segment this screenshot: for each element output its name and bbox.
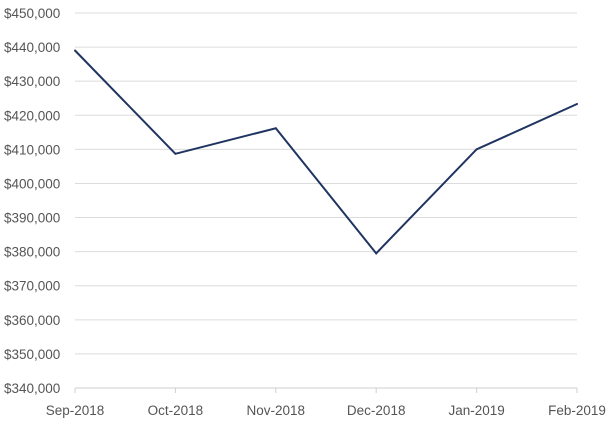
y-tick-label: $350,000 <box>4 347 60 362</box>
data-point <box>174 152 177 155</box>
x-tick-label: Dec-2018 <box>347 403 406 418</box>
y-tick-label: $430,000 <box>4 74 60 89</box>
y-axis-labels: $340,000 $350,000 $360,000 $370,000 $380,000… <box>4 6 60 396</box>
y-tick-label: $420,000 <box>4 108 60 123</box>
y-tick-label: $390,000 <box>4 211 60 226</box>
x-tick-label: Nov-2018 <box>247 403 306 418</box>
y-tick-label: $450,000 <box>4 6 60 21</box>
y-tick-label: $370,000 <box>4 279 60 294</box>
y-tick-label: $340,000 <box>4 381 60 396</box>
x-axis-labels: Sep-2018 Oct-2018 Nov-2018 Dec-2018 Jan-2019… <box>46 403 606 418</box>
data-point <box>475 148 478 151</box>
y-tick-label: $380,000 <box>4 245 60 260</box>
x-axis <box>74 387 578 393</box>
x-tick-label: Jan-2019 <box>448 403 504 418</box>
y-tick-label: $400,000 <box>4 176 60 191</box>
data-point <box>375 252 378 255</box>
y-tick-label: $410,000 <box>4 142 60 157</box>
x-tick-label: Feb-2019 <box>548 403 606 418</box>
x-tick-label: Sep-2018 <box>46 403 105 418</box>
gridlines <box>75 12 577 355</box>
series-line <box>74 49 578 255</box>
data-point <box>274 127 277 130</box>
y-tick-label: $440,000 <box>4 40 60 55</box>
y-tick-label: $360,000 <box>4 313 60 328</box>
data-point <box>576 103 578 106</box>
x-tick-label: Oct-2018 <box>148 403 204 418</box>
series-layer <box>74 49 578 255</box>
data-point <box>74 49 76 52</box>
